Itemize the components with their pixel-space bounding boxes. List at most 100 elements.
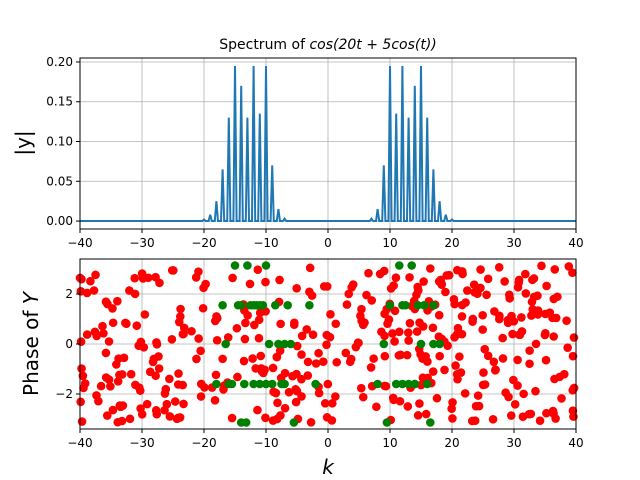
phase-point-noise [138, 274, 148, 283]
phase-point-noise [196, 379, 206, 389]
phase-x-label: k [322, 455, 335, 479]
phase-point-noise [413, 282, 422, 292]
phase-point-noise [77, 417, 87, 426]
spectrum-y-tick-label: 0.20 [46, 55, 73, 69]
phase-point-noise [404, 336, 413, 345]
phase-point-noise [432, 393, 442, 403]
phase-point-noise [302, 325, 312, 334]
phase-point-noise [377, 327, 386, 337]
phase-point-noise [292, 341, 302, 351]
phase-point-noise [412, 290, 421, 300]
phase-point-noise [568, 268, 577, 277]
phase-point-noise [344, 289, 354, 299]
phase-point-noise [276, 411, 285, 420]
phase-point-noise [506, 411, 516, 420]
phase-point-noise [405, 273, 414, 282]
phase-point-noise [428, 367, 438, 376]
phase-point-noise [519, 389, 528, 399]
phase-point-noise [563, 343, 572, 352]
phase-y-label-var: Y [19, 290, 43, 304]
phase-point-noise [273, 398, 282, 408]
phase-point-noise [541, 328, 550, 338]
phase-point-noise [367, 296, 377, 305]
phase-x-tick-label: 20 [444, 436, 459, 450]
phase-point-noise [303, 371, 313, 380]
phase-point-signal [261, 261, 271, 270]
phase-point-noise [218, 354, 227, 364]
phase-point-noise [358, 392, 368, 402]
phase-point-noise [89, 286, 99, 295]
phase-point-signal [391, 379, 401, 389]
phase-point-noise [320, 399, 330, 408]
phase-point-noise [488, 414, 498, 424]
phase-point-noise [568, 351, 578, 361]
phase-point-noise [503, 315, 513, 325]
phase-point-noise [551, 313, 561, 323]
phase-point-noise [449, 295, 459, 304]
phase-point-noise [126, 369, 136, 379]
phase-point-noise [125, 286, 134, 295]
phase-point-noise [145, 367, 155, 377]
phase-point-noise [452, 369, 462, 379]
phase-point-noise [441, 287, 450, 297]
phase-point-noise [390, 337, 399, 346]
phase-point-noise [165, 412, 175, 421]
phase-point-noise [521, 289, 531, 298]
phase-point-noise [412, 327, 422, 336]
spectrum-y-tick-label: 0.10 [46, 135, 73, 149]
phase-point-noise [391, 273, 401, 283]
phase-point-signal [283, 300, 293, 310]
phase-point-noise [297, 350, 306, 359]
phase-point-noise [223, 333, 233, 342]
phase-point-signal [227, 379, 237, 389]
phase-point-noise [323, 379, 333, 389]
phase-point-noise [508, 329, 517, 339]
phase-point-noise [139, 343, 149, 352]
phase-point-noise [77, 364, 86, 373]
phase-point-noise [291, 385, 300, 394]
phase-point-noise [140, 310, 150, 319]
phase-point-noise [289, 320, 299, 329]
phase-point-noise [473, 391, 483, 400]
phase-point-signal [289, 418, 299, 427]
spectrum-x-tick-label: 30 [506, 236, 521, 250]
phase-point-noise [322, 340, 331, 350]
phase-point-noise [395, 327, 404, 337]
phase-point-signal [385, 300, 395, 310]
phase-y-label-prefix: Phase of [19, 304, 43, 396]
phase-point-noise [394, 351, 404, 360]
phase-point-noise [478, 310, 487, 320]
phase-point-noise [504, 392, 513, 402]
phase-point-noise [359, 318, 368, 328]
phase-point-noise [388, 393, 398, 403]
phase-point-noise [194, 334, 203, 343]
phase-point-noise [483, 351, 493, 361]
phase-point-noise [91, 270, 100, 280]
phase-point-noise [421, 409, 431, 419]
phase-point-noise [256, 351, 266, 361]
phase-point-signal [280, 379, 289, 389]
spectrum-line [80, 65, 576, 223]
phase-point-noise [364, 268, 373, 278]
phase-point-noise [515, 330, 524, 340]
phase-point-noise [521, 269, 530, 279]
phase-point-noise [174, 369, 183, 378]
phase-point-noise [402, 350, 412, 360]
phase-point-noise [167, 266, 177, 275]
phase-point-signal [274, 339, 283, 349]
phase-point-noise [380, 351, 390, 361]
phase-point-noise [187, 326, 196, 336]
phase-point-signal [271, 300, 280, 310]
phase-point-noise [341, 348, 351, 358]
phase-point-noise [379, 266, 389, 276]
phase-point-noise [167, 335, 177, 344]
phase-point-noise [253, 265, 263, 275]
phase-point-noise [479, 368, 488, 377]
phase-point-noise [174, 317, 184, 327]
phase-point-noise [542, 281, 551, 291]
phase-point-noise [525, 346, 534, 355]
phase-point-signal [305, 300, 314, 310]
phase-point-noise [342, 300, 352, 309]
phase-point-signal [255, 300, 265, 310]
